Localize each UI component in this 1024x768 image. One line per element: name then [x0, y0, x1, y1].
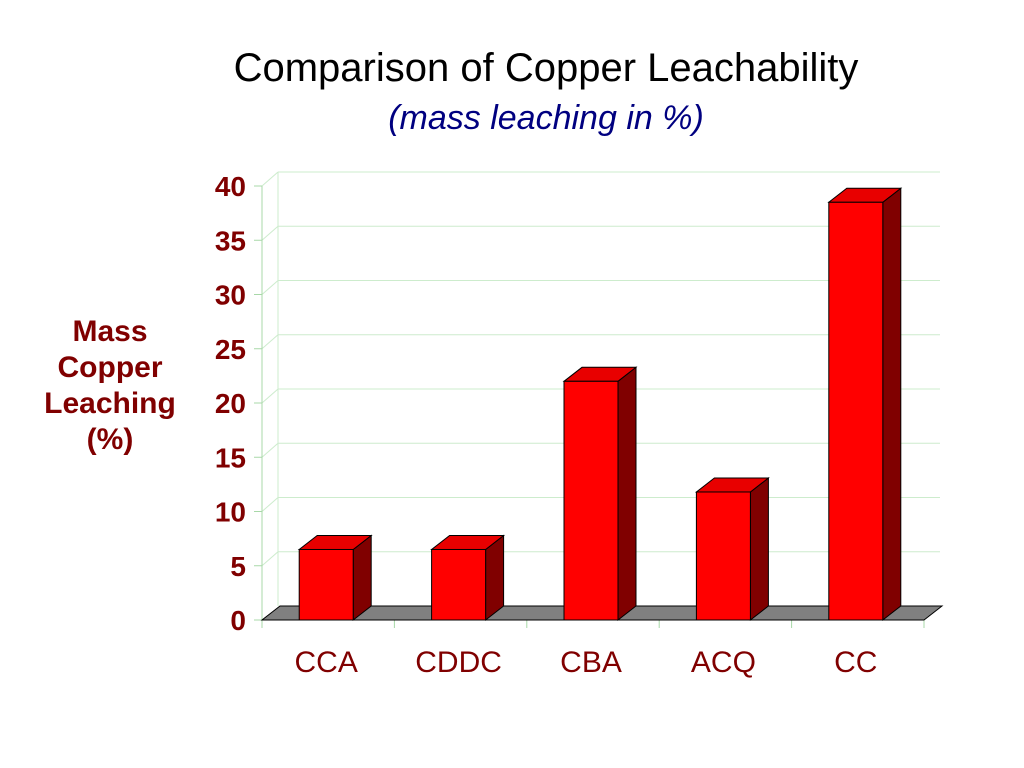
chart-title: Comparison of Copper Leachability: [233, 46, 859, 90]
y-tick-labels: 0 5 10 15 20 25 30 35 40: [215, 171, 246, 636]
bar-cba: [562, 366, 638, 622]
bar-acq: [694, 476, 770, 622]
x-category-label: CCA: [295, 646, 358, 679]
chart-subtitle: (mass leaching in %): [388, 99, 704, 137]
y-tick-label: 5: [230, 551, 246, 582]
bar-cca: [297, 534, 373, 622]
gridline-diagonal: [261, 280, 279, 295]
x-category-label: CDDC: [415, 646, 502, 679]
y-tick-label: 40: [215, 171, 246, 202]
y-tick-label: 0: [230, 605, 246, 636]
gridline-diagonal: [261, 334, 279, 350]
y-tick-label: 10: [215, 497, 246, 528]
bar-cddc: [430, 534, 506, 622]
gridline-diagonal: [261, 171, 279, 187]
bar-front: [828, 201, 884, 621]
y-tick-label: 30: [215, 280, 246, 311]
bar-side: [485, 534, 505, 622]
gridline-diagonal: [261, 551, 279, 567]
gridline-diagonal: [261, 497, 279, 512]
bar-side: [352, 534, 372, 622]
bar-cc: [827, 187, 903, 622]
bar-side: [749, 476, 769, 622]
y-tick-label: 15: [215, 442, 246, 473]
axes: [254, 185, 925, 628]
x-category-labels: CCA CDDC CBA ACQ CC: [295, 646, 878, 679]
gridline-diagonal: [261, 225, 279, 241]
bars: [297, 187, 903, 622]
y-tick-label: 35: [215, 225, 246, 256]
y-axis-label: Mass Copper Leaching (%): [44, 315, 176, 456]
bar-front: [298, 548, 354, 621]
gridline-diagonal: [261, 388, 279, 404]
gridline-diagonal: [261, 442, 279, 458]
bar-front: [695, 491, 751, 621]
bar-side: [617, 366, 637, 622]
x-category-label: CBA: [560, 646, 622, 679]
bar-front: [563, 380, 619, 621]
y-tick-label: 20: [215, 388, 246, 419]
x-category-label: CC: [834, 646, 877, 679]
x-category-label: ACQ: [691, 646, 756, 679]
bar-side: [882, 187, 902, 622]
bar-front: [431, 548, 487, 621]
y-tick-label: 25: [215, 334, 246, 365]
